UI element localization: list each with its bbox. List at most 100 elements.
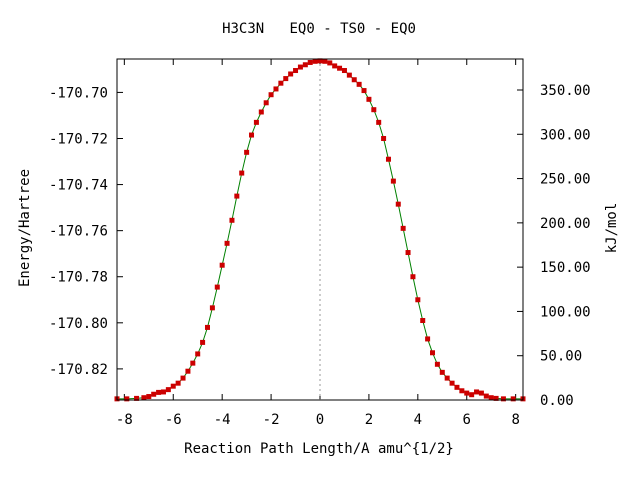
- data-point: [195, 351, 201, 357]
- data-point: [371, 107, 377, 113]
- x-tick-label: -8: [116, 412, 133, 428]
- data-point: [439, 369, 445, 375]
- data-point: [185, 368, 191, 374]
- data-point: [395, 201, 401, 207]
- data-point: [337, 65, 343, 71]
- data-point: [385, 156, 391, 162]
- data-point: [200, 339, 206, 345]
- data-point: [288, 71, 294, 77]
- data-point: [410, 274, 416, 280]
- y2-tick-label: 150.00: [540, 260, 591, 276]
- x-axis-label: Reaction Path Length/A amu^{1/2}: [184, 441, 454, 457]
- y2-tick-label: 300.00: [540, 127, 591, 143]
- data-point: [415, 297, 421, 303]
- data-point: [160, 389, 166, 395]
- y-tick-label: -170.82: [49, 362, 108, 378]
- data-point: [229, 217, 235, 223]
- data-point: [302, 62, 308, 68]
- data-point: [493, 395, 499, 401]
- data-point: [361, 88, 367, 94]
- x-tick-label: -2: [263, 412, 280, 428]
- data-point: [430, 350, 436, 356]
- data-point: [500, 396, 506, 402]
- x-tick-label: 2: [365, 412, 373, 428]
- data-point: [293, 68, 299, 74]
- data-point: [405, 250, 411, 256]
- data-point: [376, 119, 382, 125]
- data-point: [400, 225, 406, 231]
- data-point: [356, 81, 362, 87]
- data-point: [434, 361, 440, 367]
- data-point: [332, 63, 338, 69]
- data-point: [454, 384, 460, 390]
- chart-title: H3C3N EQ0 - TS0 - EQ0: [222, 21, 416, 37]
- data-point: [464, 390, 470, 396]
- data-point: [312, 58, 318, 64]
- y-tick-label: -170.80: [49, 316, 108, 332]
- data-point: [483, 393, 489, 399]
- data-point: [459, 388, 465, 394]
- data-point: [273, 86, 279, 92]
- data-point: [317, 58, 323, 64]
- y2-tick-label: 0.00: [540, 393, 574, 409]
- data-point: [510, 396, 516, 402]
- data-point: [351, 77, 357, 83]
- data-point: [283, 76, 289, 82]
- data-point: [141, 395, 147, 401]
- data-point: [258, 109, 264, 115]
- data-point: [346, 72, 352, 78]
- x-tick-label: 6: [463, 412, 471, 428]
- data-point: [151, 391, 157, 397]
- y2-axis-label: kJ/mol: [604, 203, 620, 254]
- y-tick-label: -170.70: [49, 85, 108, 101]
- y2-tick-label: 350.00: [540, 83, 591, 99]
- data-point: [234, 193, 240, 199]
- data-point: [366, 96, 372, 102]
- data-point: [425, 336, 431, 342]
- x-tick-label: 0: [316, 412, 324, 428]
- data-point: [449, 380, 455, 386]
- data-point: [214, 284, 220, 290]
- data-point: [268, 92, 274, 98]
- data-point: [478, 390, 484, 396]
- y-axis-label: Energy/Hartree: [17, 169, 33, 287]
- data-point: [180, 375, 186, 381]
- data-point: [224, 240, 230, 246]
- data-point: [263, 100, 269, 106]
- data-point: [156, 389, 162, 395]
- data-point: [297, 64, 303, 70]
- data-point: [146, 394, 152, 400]
- data-point: [209, 305, 215, 311]
- x-tick-label: 8: [511, 412, 519, 428]
- data-point: [341, 68, 347, 74]
- data-point: [390, 178, 396, 184]
- y-tick-label: -170.74: [49, 178, 108, 194]
- data-point: [170, 383, 176, 389]
- y2-tick-label: 250.00: [540, 172, 591, 188]
- data-point: [239, 170, 245, 176]
- data-point: [165, 387, 171, 393]
- data-point: [175, 380, 181, 386]
- data-point: [420, 318, 426, 324]
- x-tick-label: 4: [414, 412, 422, 428]
- data-point: [444, 375, 450, 381]
- y-tick-label: -170.72: [49, 131, 108, 147]
- data-point: [190, 360, 196, 366]
- data-point: [474, 389, 480, 395]
- data-point: [278, 80, 284, 86]
- y2-tick-label: 200.00: [540, 216, 591, 232]
- data-point: [307, 59, 313, 65]
- x-tick-label: -4: [214, 412, 231, 428]
- data-point: [249, 132, 255, 138]
- y2-tick-label: 100.00: [540, 304, 591, 320]
- x-tick-label: -6: [165, 412, 182, 428]
- data-point: [488, 395, 494, 401]
- data-point: [204, 324, 210, 330]
- data-point: [124, 396, 130, 402]
- data-point: [469, 392, 475, 398]
- data-point: [381, 135, 387, 141]
- data-point: [134, 395, 140, 401]
- y-tick-label: -170.78: [49, 270, 108, 286]
- plot-frame: [116, 58, 524, 401]
